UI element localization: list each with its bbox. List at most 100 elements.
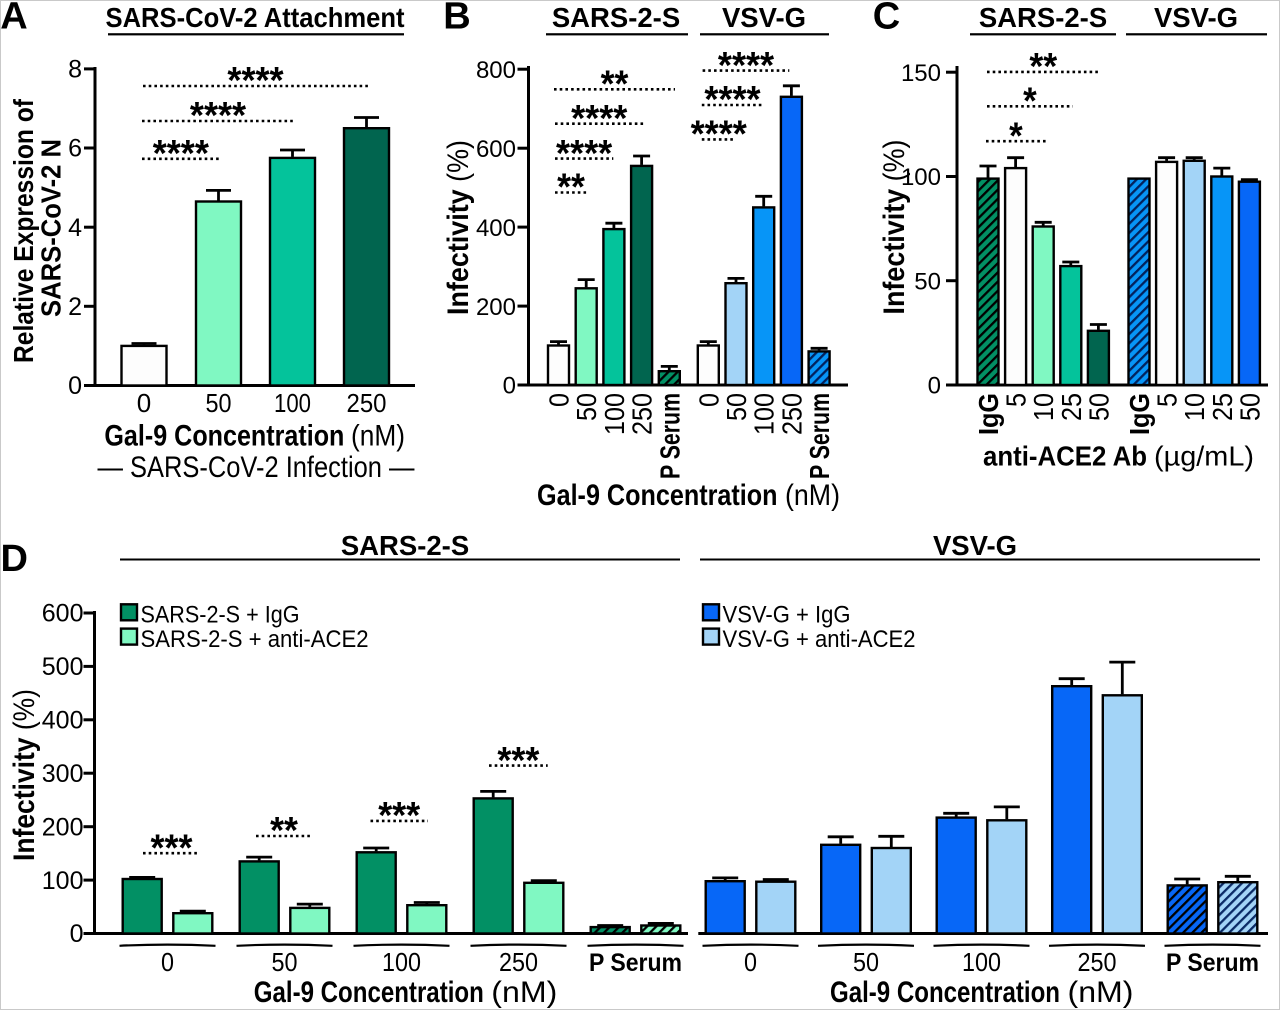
svg-text:Gal-9 Concentration: Gal-9 Concentration <box>830 976 1060 1009</box>
svg-text:Gal-9 Concentration: Gal-9 Concentration <box>104 420 344 453</box>
svg-text:P Serum: P Serum <box>589 949 682 977</box>
svg-text:**: ** <box>1029 46 1057 88</box>
svg-text:100: 100 <box>274 388 311 418</box>
svg-text:Gal-9 Concentration: Gal-9 Concentration <box>254 976 484 1009</box>
svg-text:***: *** <box>151 827 193 869</box>
svg-text:**: ** <box>601 64 629 106</box>
svg-text:50: 50 <box>853 947 879 977</box>
svg-text:25: 25 <box>1207 393 1238 421</box>
svg-text:10: 10 <box>1028 393 1059 421</box>
svg-text:50: 50 <box>206 388 232 418</box>
svg-text:IgG: IgG <box>973 393 1004 435</box>
svg-text:600: 600 <box>476 136 516 163</box>
svg-text:****: **** <box>190 95 246 137</box>
svg-text:SARS-2-S + IgG: SARS-2-S + IgG <box>141 602 300 629</box>
svg-text:150: 150 <box>901 60 941 87</box>
svg-text:****: **** <box>227 60 283 102</box>
svg-text:2: 2 <box>68 293 82 321</box>
svg-text:**: ** <box>557 167 585 209</box>
svg-text:*: * <box>1023 81 1037 123</box>
svg-text:(nM): (nM) <box>491 976 557 1009</box>
svg-text:B: B <box>443 0 470 38</box>
svg-text:Infectivity (%): Infectivity (%) <box>878 140 911 315</box>
svg-text:50: 50 <box>272 947 298 977</box>
svg-text:8: 8 <box>68 56 82 84</box>
svg-text:SARS-2-S: SARS-2-S <box>341 530 469 561</box>
svg-text:Infectivity (%): Infectivity (%) <box>8 689 41 861</box>
svg-text:0: 0 <box>161 947 174 977</box>
svg-text:SARS-2-S: SARS-2-S <box>552 2 680 33</box>
svg-text:50: 50 <box>914 268 941 295</box>
svg-text:200: 200 <box>476 294 516 321</box>
svg-text:(nM): (nM) <box>785 479 840 512</box>
svg-text:****: **** <box>718 45 774 87</box>
svg-text:D: D <box>0 538 27 580</box>
svg-text:VSV-G: VSV-G <box>933 530 1017 561</box>
svg-text:****: **** <box>556 133 612 175</box>
svg-text:****: **** <box>691 114 747 156</box>
svg-text:600: 600 <box>42 600 84 628</box>
svg-text:IgG: IgG <box>1124 393 1155 435</box>
svg-text:— SARS-CoV-2 Infection —: — SARS-CoV-2 Infection — <box>98 451 415 484</box>
svg-text:300: 300 <box>42 760 84 788</box>
svg-text:A: A <box>0 0 27 38</box>
svg-text:P Serum: P Serum <box>1166 949 1259 977</box>
svg-text:250: 250 <box>1078 947 1117 977</box>
svg-text:25: 25 <box>1056 393 1087 421</box>
svg-text:Relative Expression of: Relative Expression of <box>8 98 39 363</box>
svg-text:0: 0 <box>137 388 151 418</box>
svg-text:0: 0 <box>68 372 82 400</box>
svg-text:VSV-G: VSV-G <box>722 2 806 33</box>
svg-text:Infectivity (%): Infectivity (%) <box>442 140 475 315</box>
svg-text:100: 100 <box>749 393 780 435</box>
svg-text:500: 500 <box>42 653 84 681</box>
svg-text:0: 0 <box>503 373 516 400</box>
svg-text:***: *** <box>497 740 539 782</box>
svg-text:SARS-CoV-2 Attachment: SARS-CoV-2 Attachment <box>106 2 405 33</box>
svg-text:5: 5 <box>1001 393 1032 407</box>
svg-text:250: 250 <box>499 947 538 977</box>
svg-text:****: **** <box>153 133 209 175</box>
svg-text:(µg/mL): (µg/mL) <box>1154 440 1254 471</box>
svg-text:200: 200 <box>42 813 84 841</box>
svg-text:0: 0 <box>544 393 575 407</box>
svg-text:P Serum: P Serum <box>804 393 835 479</box>
svg-text:50: 50 <box>571 393 602 421</box>
svg-text:50: 50 <box>1083 393 1114 421</box>
svg-text:250: 250 <box>627 393 658 435</box>
svg-text:C: C <box>873 0 900 38</box>
svg-text:Gal-9 Concentration: Gal-9 Concentration <box>537 479 778 512</box>
svg-text:10: 10 <box>1179 393 1210 421</box>
svg-text:250: 250 <box>776 393 807 435</box>
svg-text:250: 250 <box>347 388 387 418</box>
svg-text:P Serum: P Serum <box>654 393 685 479</box>
svg-text:SARS-2-S + anti-ACE2: SARS-2-S + anti-ACE2 <box>141 626 369 653</box>
svg-text:800: 800 <box>476 57 516 84</box>
svg-text:SARS-CoV-2 N: SARS-CoV-2 N <box>36 139 67 317</box>
svg-text:100: 100 <box>962 947 1001 977</box>
svg-text:400: 400 <box>42 707 84 735</box>
svg-text:0: 0 <box>744 947 757 977</box>
svg-text:100: 100 <box>901 164 941 191</box>
svg-text:***: *** <box>378 795 420 837</box>
svg-text:0: 0 <box>70 920 84 948</box>
svg-text:****: **** <box>571 98 627 140</box>
svg-text:SARS-2-S: SARS-2-S <box>979 2 1107 33</box>
svg-text:0: 0 <box>693 393 724 407</box>
svg-text:**: ** <box>270 810 298 852</box>
svg-text:100: 100 <box>42 867 84 895</box>
svg-text:50: 50 <box>721 393 752 421</box>
svg-text:anti-ACE2 Ab: anti-ACE2 Ab <box>983 440 1147 471</box>
svg-text:VSV-G + IgG: VSV-G + IgG <box>723 602 851 629</box>
svg-text:6: 6 <box>68 135 82 163</box>
svg-text:VSV-G + anti-ACE2: VSV-G + anti-ACE2 <box>723 626 916 653</box>
svg-text:4: 4 <box>68 214 82 242</box>
svg-text:(nM): (nM) <box>1068 976 1134 1009</box>
svg-text:VSV-G: VSV-G <box>1154 2 1238 33</box>
svg-text:****: **** <box>704 79 760 121</box>
svg-text:50: 50 <box>1234 393 1265 421</box>
svg-text:(nM): (nM) <box>351 420 405 453</box>
svg-text:100: 100 <box>599 393 630 435</box>
svg-text:400: 400 <box>476 215 516 242</box>
svg-text:100: 100 <box>382 947 421 977</box>
